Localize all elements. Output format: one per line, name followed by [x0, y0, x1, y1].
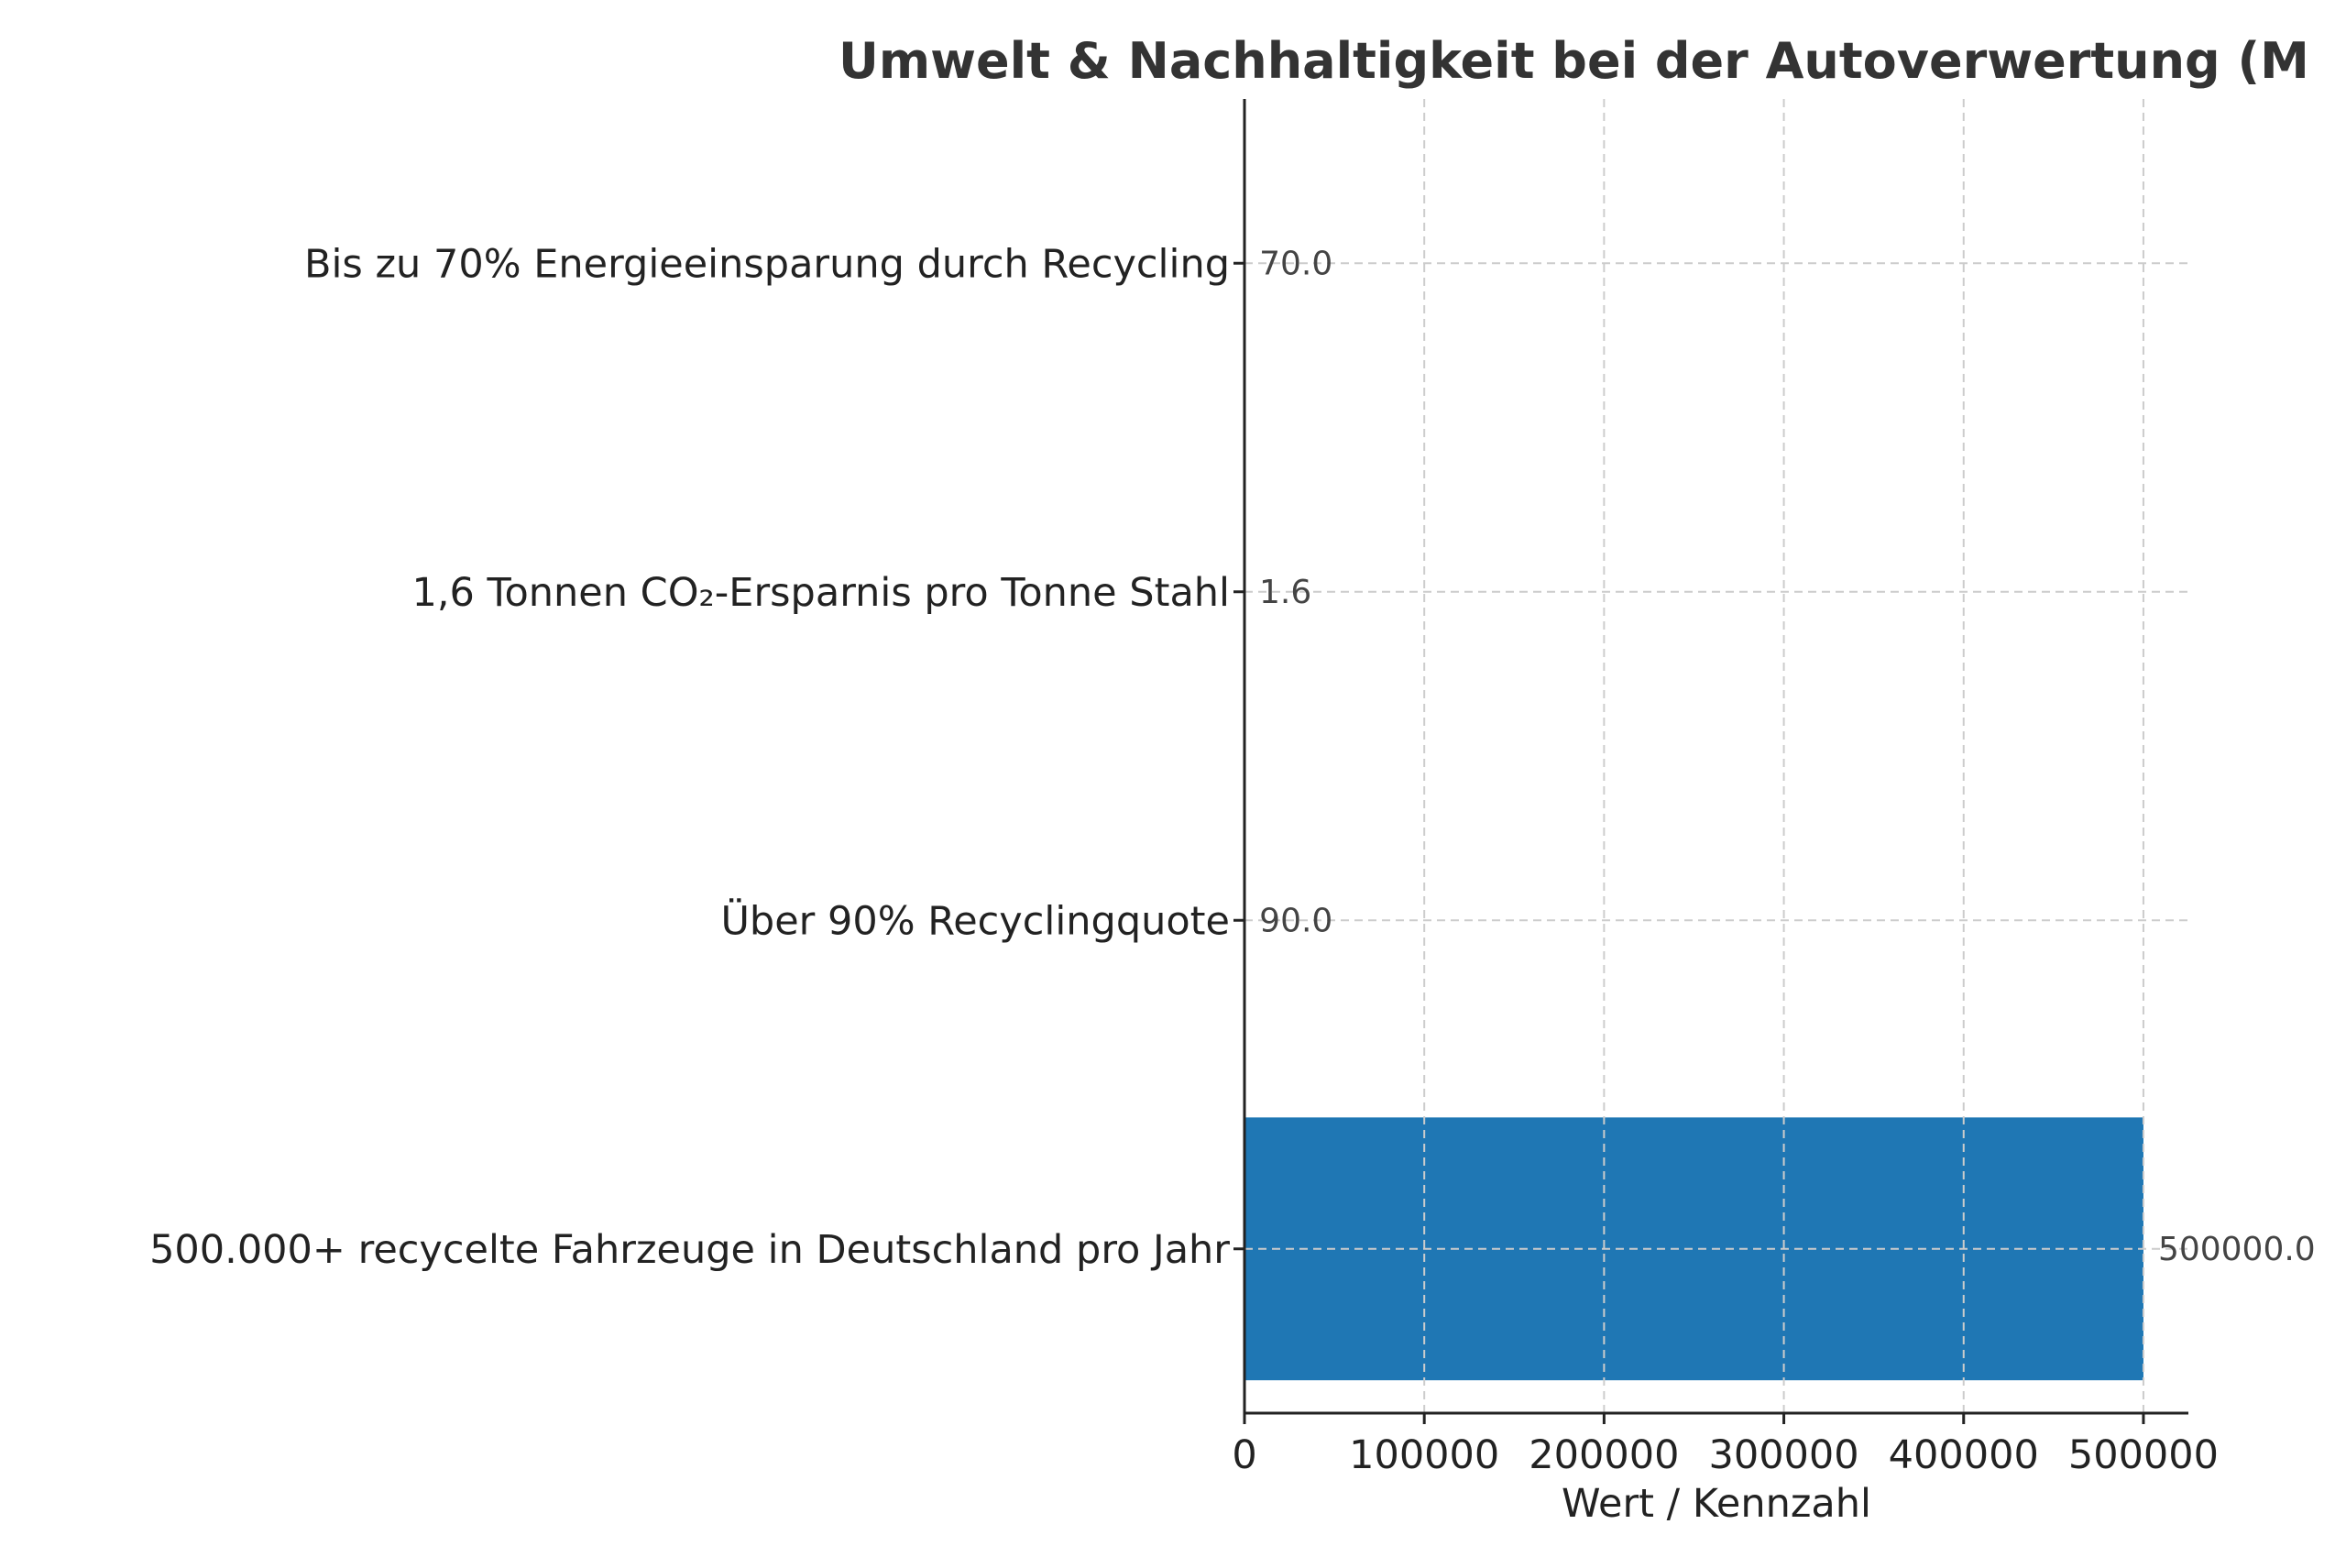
- x-axis-title: Wert / Kennzahl: [1562, 1481, 1871, 1527]
- data-label: 1.6: [1259, 574, 1311, 611]
- x-tick-label: 400000: [1889, 1432, 2039, 1478]
- labels: 0 100000 200000 300000 400000 500000 500.000+ …: [149, 241, 2316, 1478]
- category-label: 500.000+ recycelte Fahrzeuge in Deutschl…: [149, 1227, 1230, 1273]
- category-label: 1,6 Tonnen CO₂-Ersparnis pro Tonne Stahl: [411, 570, 1230, 616]
- data-label: 500000.0: [2158, 1231, 2316, 1268]
- category-label: Bis zu 70% Energieeinsparung durch Recyc…: [304, 241, 1230, 287]
- x-tick-label: 100000: [1349, 1432, 1499, 1478]
- data-label: 90.0: [1259, 902, 1332, 939]
- x-tick-label: 200000: [1529, 1432, 1679, 1478]
- axes: [1233, 99, 2188, 1424]
- grid-lines: [1244, 99, 2188, 1413]
- x-tick-label: 300000: [1708, 1432, 1858, 1478]
- x-tick-label: 0: [1232, 1432, 1256, 1478]
- x-tick-label: 500000: [2068, 1432, 2219, 1478]
- bars: [1244, 131, 2143, 1381]
- category-label: Über 90% Recyclingquote: [720, 897, 1230, 944]
- data-label: 70.0: [1259, 245, 1332, 282]
- chart-title: Umwelt & Nachhaltigkeit bei der Autoverw…: [839, 32, 2309, 90]
